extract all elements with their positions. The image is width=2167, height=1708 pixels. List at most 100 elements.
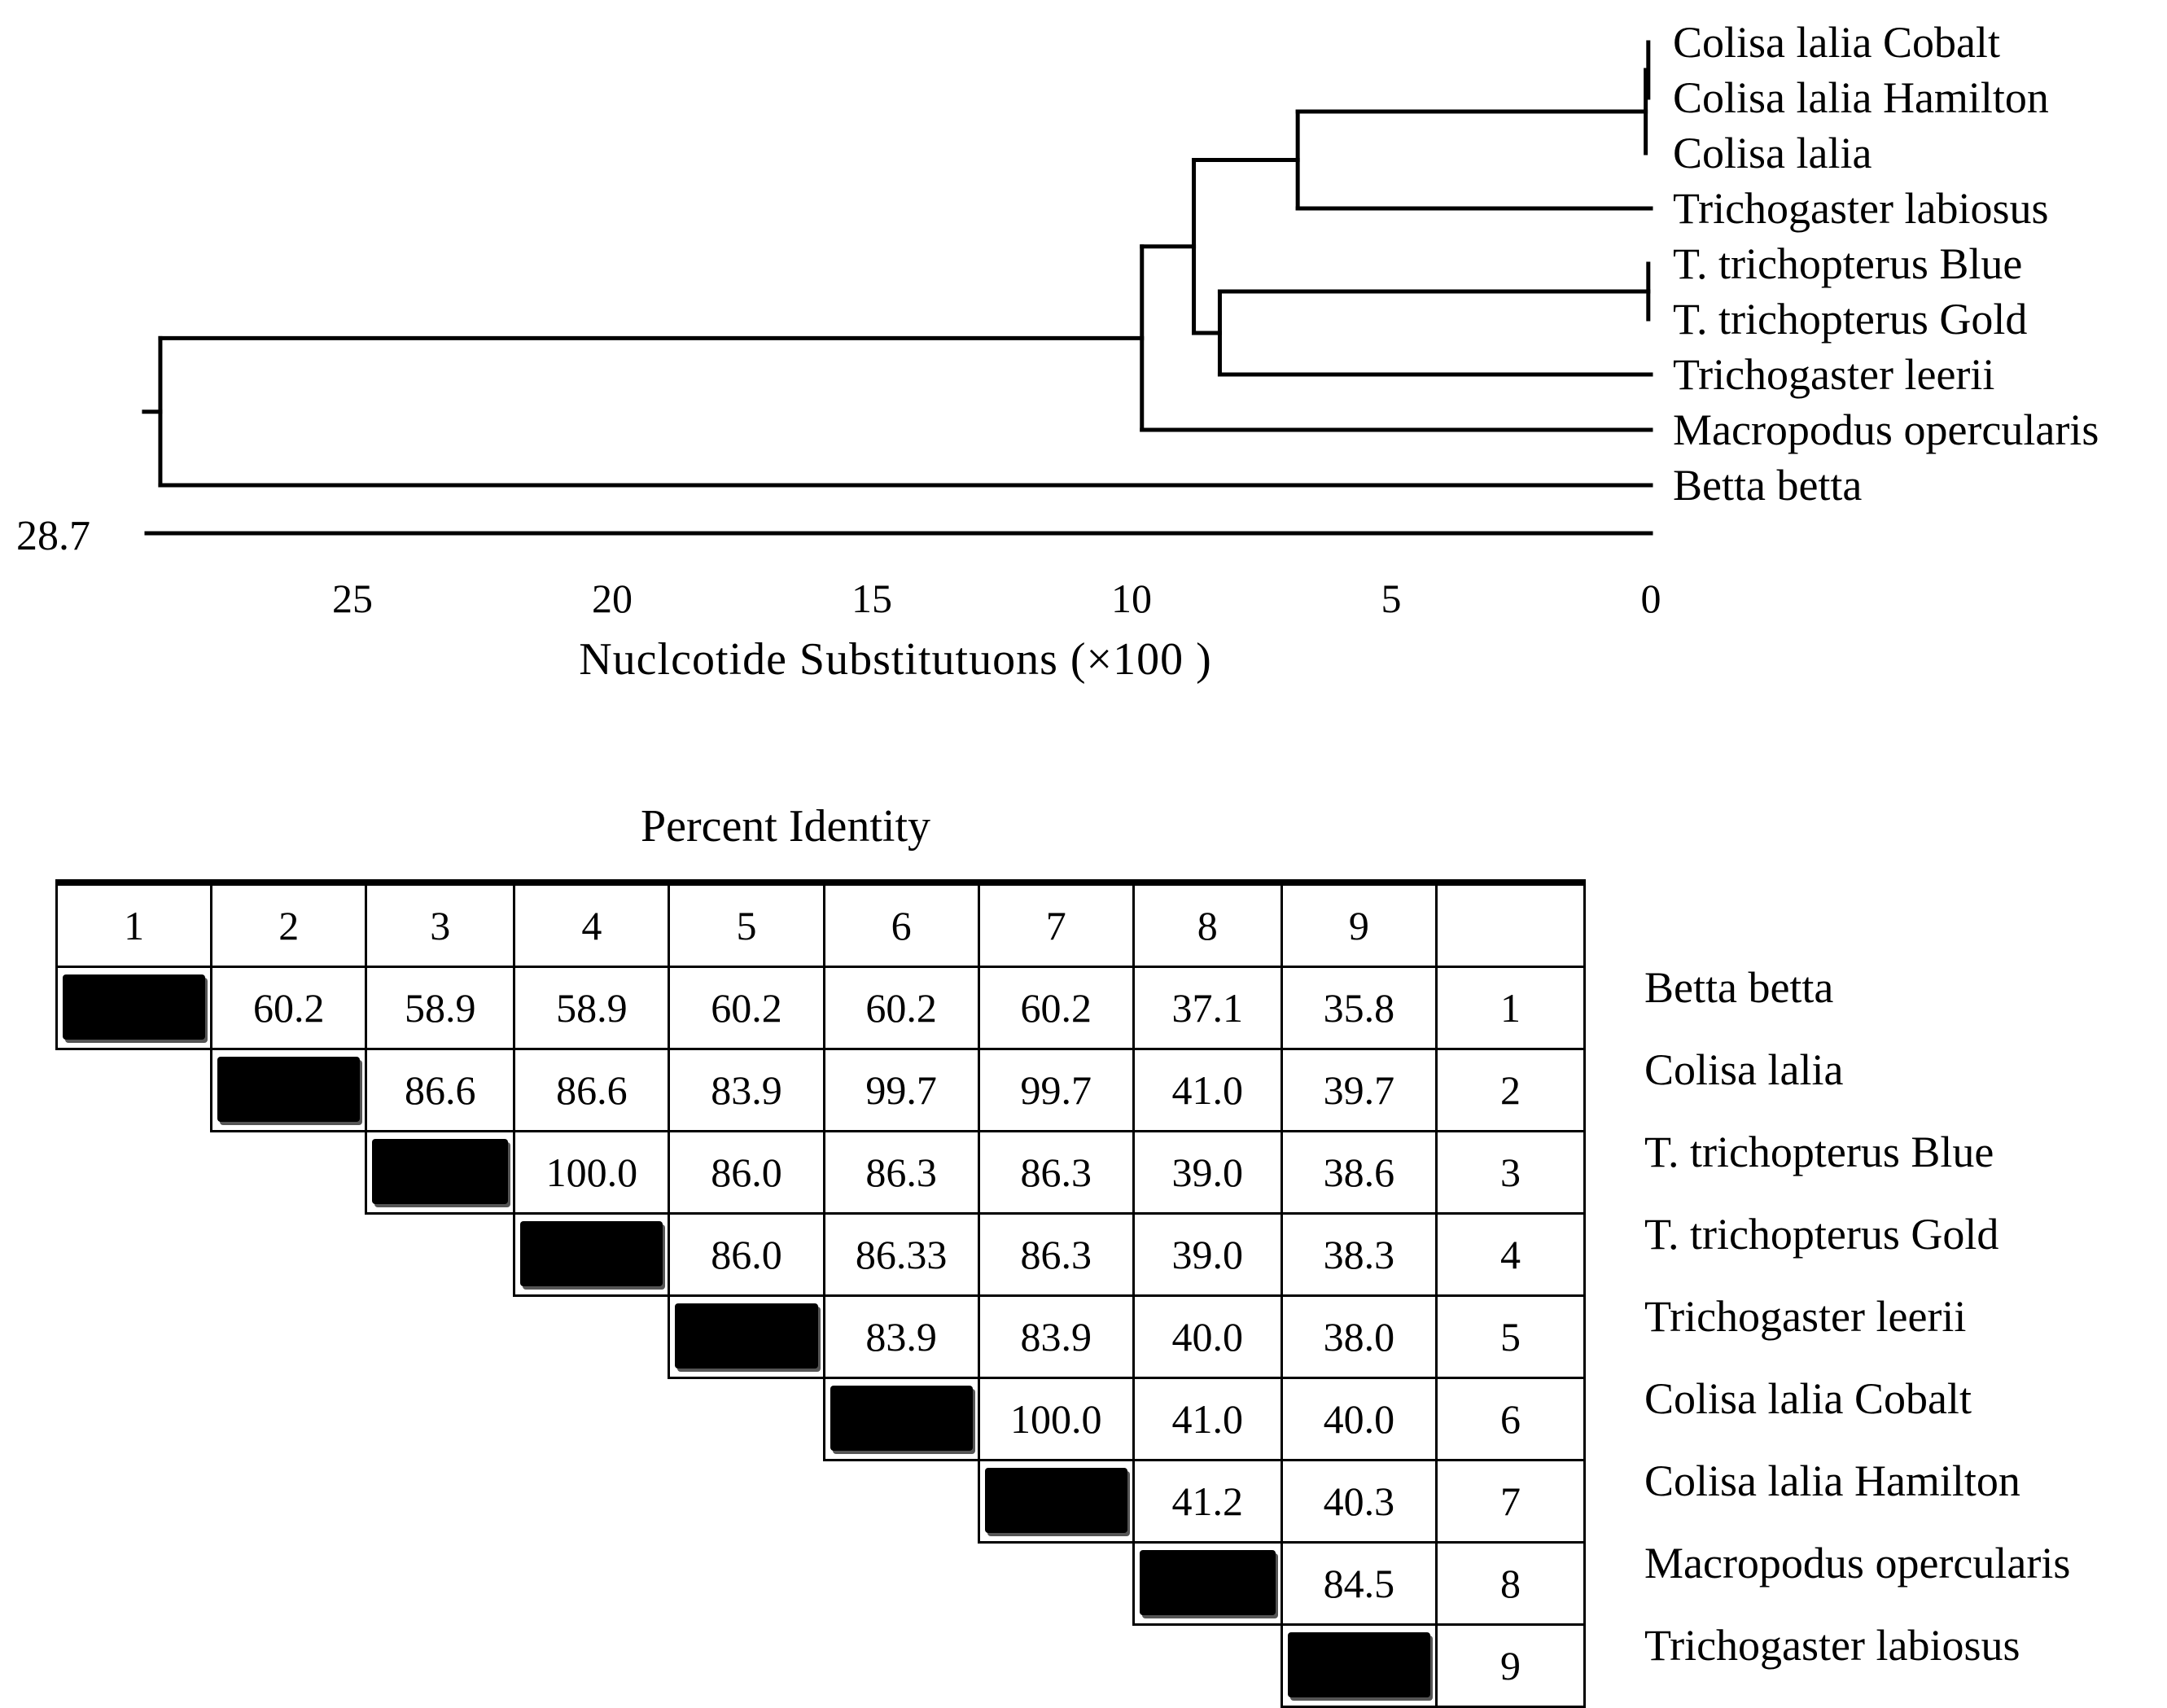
empty-cell — [366, 1296, 514, 1378]
column-header: 3 — [365, 881, 516, 968]
matrix-row: 9 — [57, 1623, 1587, 1708]
taxon-label: Trichogaster labiosus — [1673, 184, 2048, 233]
column-header: 2 — [210, 881, 368, 968]
axis-tick-label: 5 — [1381, 576, 1402, 621]
identity-value: 100.0 — [977, 1377, 1135, 1461]
identity-value: 86.6 — [513, 1048, 671, 1132]
identity-value: 35.8 — [1280, 966, 1438, 1050]
identity-value: 86.0 — [668, 1212, 825, 1297]
row-index: 6 — [1434, 1377, 1587, 1461]
empty-cell — [978, 1625, 1133, 1707]
axis-tick-label: 25 — [332, 576, 373, 621]
row-name: Colisa lalia Hamilton — [1644, 1456, 2020, 1505]
empty-cell — [57, 1214, 212, 1296]
column-header: 7 — [977, 881, 1135, 968]
diagonal-block — [984, 1468, 1127, 1533]
identity-value: 37.1 — [1132, 966, 1283, 1050]
diagonal-block — [1287, 1632, 1430, 1697]
diagonal-cell — [977, 1459, 1135, 1544]
identity-value: 86.6 — [365, 1048, 516, 1132]
empty-cell — [57, 1296, 212, 1378]
diagonal-cell — [513, 1212, 671, 1297]
row-name: Colisa lalia — [1644, 1045, 1844, 1094]
identity-value: 39.0 — [1132, 1212, 1283, 1297]
empty-cell — [366, 1378, 514, 1461]
row-name: Colisa lalia Cobalt — [1644, 1374, 1972, 1423]
column-header: 8 — [1132, 881, 1283, 968]
identity-value: 41.0 — [1132, 1377, 1283, 1461]
empty-cell — [212, 1132, 366, 1214]
diagonal-cell — [668, 1294, 825, 1379]
identity-value: 60.2 — [822, 966, 980, 1050]
taxon-label: Macropodus opercularis — [1673, 405, 2099, 454]
identity-value: 60.2 — [977, 966, 1135, 1050]
axis-tick-label: 0 — [1641, 576, 1661, 621]
empty-cell — [824, 1543, 978, 1625]
diagonal-block — [830, 1386, 973, 1451]
column-header: 9 — [1280, 881, 1438, 968]
axis-tick-label: 15 — [851, 576, 892, 621]
row-name: T. trichopterus Gold — [1644, 1210, 1999, 1259]
row-index: 8 — [1434, 1541, 1587, 1626]
empty-cell — [978, 1543, 1133, 1625]
empty-cell — [669, 1543, 824, 1625]
column-header: 4 — [513, 881, 671, 968]
identity-value: 86.33 — [822, 1212, 980, 1297]
empty-cell — [57, 1461, 212, 1543]
matrix-row: 86.0 86.33 86.3 39.0 38.3 4 — [57, 1212, 1587, 1297]
matrix-row: 83.9 83.9 40.0 38.0 5 — [57, 1294, 1587, 1379]
identity-value: 86.0 — [668, 1130, 825, 1215]
row-name-list: Betta betta Colisa lalia T. trichopterus B… — [1644, 959, 2070, 1699]
identity-value: 39.0 — [1132, 1130, 1283, 1215]
diagonal-cell — [365, 1130, 516, 1215]
identity-value: 60.2 — [668, 966, 825, 1050]
row-index: 3 — [1434, 1130, 1587, 1215]
row-index: 2 — [1434, 1048, 1587, 1132]
identity-value: 86.3 — [822, 1130, 980, 1215]
diagonal-block — [217, 1057, 361, 1122]
row-name: Betta betta — [1644, 963, 1834, 1012]
empty-cell — [57, 1049, 212, 1132]
matrix-row: 84.5 8 — [57, 1541, 1587, 1626]
identity-value: 40.0 — [1280, 1377, 1438, 1461]
empty-cell — [366, 1214, 514, 1296]
matrix-row: 100.0 41.0 40.0 6 — [57, 1377, 1587, 1461]
axis-title: Nuclcotide Substitutuons (×100 ) — [579, 634, 1212, 685]
identity-value: 38.3 — [1280, 1212, 1438, 1297]
empty-cell — [212, 1461, 366, 1543]
axis-tick-label: 10 — [1111, 576, 1152, 621]
empty-cell — [824, 1461, 978, 1543]
empty-cell — [212, 1543, 366, 1625]
empty-cell — [57, 1543, 212, 1625]
identity-value: 99.7 — [822, 1048, 980, 1132]
diagonal-cell — [822, 1377, 980, 1461]
matrix-row: 60.2 58.9 58.9 60.2 60.2 60.2 37.1 35.8 1 — [55, 966, 1587, 1050]
empty-cell — [212, 1214, 366, 1296]
column-header: 5 — [668, 881, 825, 968]
diagonal-block — [63, 974, 206, 1040]
empty-cell — [57, 1625, 212, 1707]
empty-cell — [514, 1296, 669, 1378]
empty-cell — [366, 1461, 514, 1543]
empty-cell — [212, 1296, 366, 1378]
empty-cell — [57, 1378, 212, 1461]
identity-value: 58.9 — [513, 966, 671, 1050]
identity-value: 40.0 — [1132, 1294, 1283, 1379]
row-index: 7 — [1434, 1459, 1587, 1544]
identity-value: 86.3 — [977, 1212, 1135, 1297]
identity-value: 38.0 — [1280, 1294, 1438, 1379]
identity-value: 83.9 — [668, 1048, 825, 1132]
empty-cell — [57, 1132, 212, 1214]
scale-max-label: 28.7 — [16, 513, 90, 559]
matrix-row: 41.2 40.3 7 — [57, 1459, 1587, 1544]
empty-cell — [212, 1625, 366, 1707]
empty-cell — [669, 1625, 824, 1707]
identity-value: 58.9 — [365, 966, 516, 1050]
identity-value: 41.0 — [1132, 1048, 1283, 1132]
identity-value: 84.5 — [1280, 1541, 1438, 1626]
taxon-label: Colisa lalia — [1673, 129, 1872, 177]
matrix-row: 86.6 86.6 83.9 99.7 99.7 41.0 39.7 2 — [57, 1048, 1587, 1132]
diagonal-cell — [210, 1048, 368, 1132]
diagonal-block — [520, 1221, 663, 1286]
